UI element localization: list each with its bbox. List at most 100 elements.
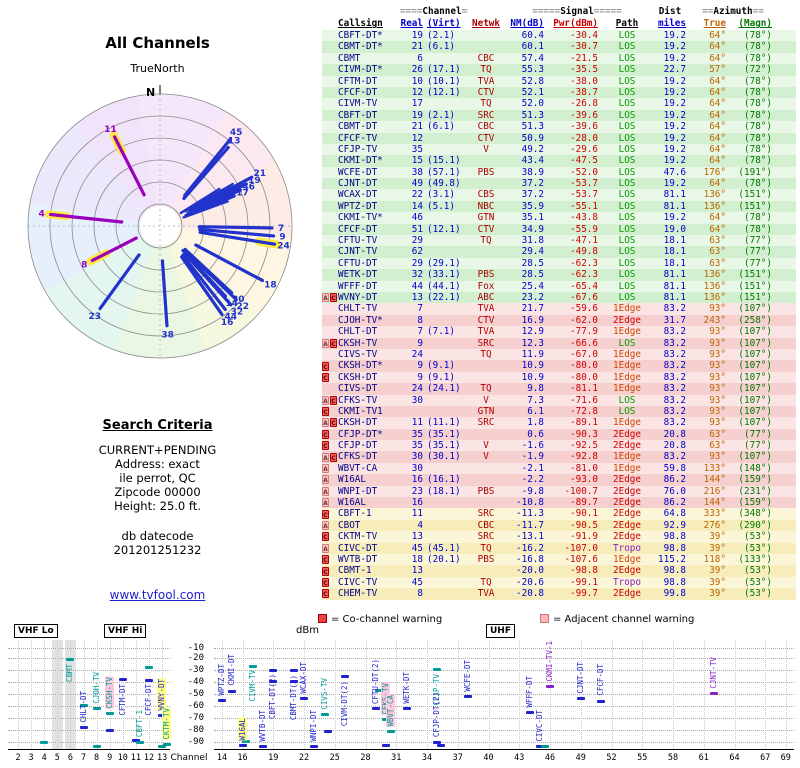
cell-netwk: SRC — [477, 417, 495, 429]
cell-netwk: SRC — [477, 109, 495, 121]
dbm-tick-label: -50 — [187, 689, 204, 699]
gridline — [8, 682, 170, 683]
cell-pwr: -89.7 — [570, 497, 598, 509]
cell-virt: (45.1) — [427, 542, 461, 554]
gridline — [580, 640, 582, 749]
co-channel-flag: C — [322, 577, 329, 587]
cell-nm: -2.1 — [521, 462, 544, 474]
gridline — [457, 640, 459, 749]
gridline — [214, 648, 794, 650]
adjacent-channel-flag: A — [322, 418, 329, 428]
criteria-city: ile perrot, QC — [119, 471, 196, 485]
cell-true: 64° — [709, 212, 726, 224]
co-channel-flag: C — [330, 452, 337, 462]
station-label: CHLT-DT — [78, 690, 88, 723]
cell-netwk: SRC — [477, 337, 495, 349]
channel-tick-label: 58 — [667, 753, 679, 763]
cell-callsign: CFTM-DT — [338, 75, 378, 87]
signal-marker — [546, 685, 554, 689]
cell-true: 243° — [703, 314, 726, 326]
group-azimuth: ==Azimuth== — [702, 6, 764, 18]
cell-nm: 37.2 — [521, 189, 544, 201]
channel-tick-label: 37 — [452, 753, 463, 763]
cell-true: 63° — [709, 235, 726, 247]
cell-miles: 19.2 — [663, 132, 686, 144]
cell-real: 10 — [411, 75, 423, 87]
station-label: CKMI-TV-1 — [545, 640, 554, 682]
spoke-channel-label: 44 — [225, 313, 238, 323]
table-row: C CKSH-DT 9 (9.1) 10.9 -80.0 1Edge 83.2 93° (107°… — [322, 371, 796, 384]
cell-pwr: -38.7 — [570, 86, 598, 98]
cell-path: LOS — [618, 337, 636, 349]
table-row: CIVM-DT* 26 (17.1) TQ 55.3 -35.5 LOS 22.7 57° (72… — [322, 64, 796, 76]
dbm-tick-label: -60 — [187, 701, 204, 711]
cell-path: 1Edge — [613, 462, 641, 474]
cell-nm: 52.0 — [521, 98, 544, 110]
group-channel: ====Channel==== — [400, 6, 468, 18]
warning-flags: C — [322, 429, 338, 439]
channel-tick-label: 31 — [391, 753, 402, 763]
cell-callsign: CBMT-DT* — [338, 41, 383, 53]
co-channel-flag: C — [330, 338, 337, 348]
gridline — [57, 640, 59, 749]
cell-magn: (151°) — [738, 280, 772, 292]
table-row: C CKMI-TV1 GTN 6.1 -72.8 LOS 83.2 93° (107°) — [322, 405, 796, 418]
cell-miles: 115.2 — [658, 553, 686, 565]
cell-netwk: CTV — [477, 223, 495, 235]
cell-miles: 76.0 — [663, 485, 686, 497]
cell-nm: 49.2 — [521, 143, 544, 155]
signal-marker — [105, 728, 114, 732]
cell-magn: (78°) — [744, 109, 772, 121]
cell-callsign: CFCF-DT — [338, 223, 378, 235]
spoke-channel-label: 14 — [225, 299, 238, 309]
cell-path: 2Edge — [613, 485, 641, 497]
gridline — [222, 640, 223, 749]
radar-spoke — [185, 250, 238, 302]
signal-marker — [402, 707, 411, 711]
cell-pwr: -53.7 — [570, 178, 598, 190]
channel-tick-label: 10 — [117, 753, 128, 763]
spoke-channel-label: 22 — [236, 302, 249, 312]
channel-axis-label: Channel — [170, 753, 208, 763]
gridline — [122, 640, 124, 749]
cell-real: 35 — [411, 428, 423, 440]
cell-virt: (12.1) — [427, 86, 461, 98]
cell-pwr: -52.0 — [570, 166, 598, 178]
group-dist: Dist — [658, 6, 682, 18]
signal-marker — [525, 710, 534, 714]
cell-true: 136° — [703, 291, 726, 303]
cell-pwr: -81.0 — [570, 462, 598, 474]
cell-netwk: TQ — [480, 98, 492, 110]
cell-true: 133° — [703, 462, 726, 474]
cell-path: LOS — [618, 200, 636, 212]
cell-nm: 12.3 — [521, 337, 544, 349]
cell-nm: 10.9 — [521, 360, 544, 372]
cell-netwk: CBS — [477, 189, 495, 201]
cell-magn: (78°) — [744, 212, 772, 224]
radar-spoke — [198, 230, 277, 246]
cell-miles: 19.2 — [663, 98, 686, 110]
gridline — [8, 718, 170, 719]
cell-magn: (151°) — [738, 189, 772, 201]
cell-path: 2Edge — [613, 565, 641, 577]
cell-netwk: TVA — [477, 588, 495, 600]
cell-miles: 19.0 — [663, 223, 686, 235]
cell-path: LOS — [618, 75, 636, 87]
cell-virt: (35.1) — [427, 440, 461, 452]
cell-magn: (77°) — [744, 235, 772, 247]
tvfool-link[interactable]: www.tvfool.com — [109, 588, 206, 602]
warning-flags: A — [322, 520, 338, 530]
cell-magn: (78°) — [744, 155, 772, 167]
spoke-channel-label: 9 — [279, 233, 285, 243]
cell-true: 93° — [709, 383, 726, 395]
cell-magn: (78°) — [744, 52, 772, 64]
spoke-channel-label: 13 — [228, 137, 241, 147]
cell-magn: (290°) — [738, 519, 772, 531]
adjacent-channel-flag: A — [322, 452, 329, 462]
cell-miles: 83.2 — [663, 303, 686, 315]
cell-netwk: Fox — [477, 280, 495, 292]
cell-miles: 83.2 — [663, 394, 686, 406]
signal-marker — [289, 669, 298, 673]
co-channel-flag: C — [322, 555, 329, 565]
channel-tick-label: 6 — [67, 753, 73, 763]
